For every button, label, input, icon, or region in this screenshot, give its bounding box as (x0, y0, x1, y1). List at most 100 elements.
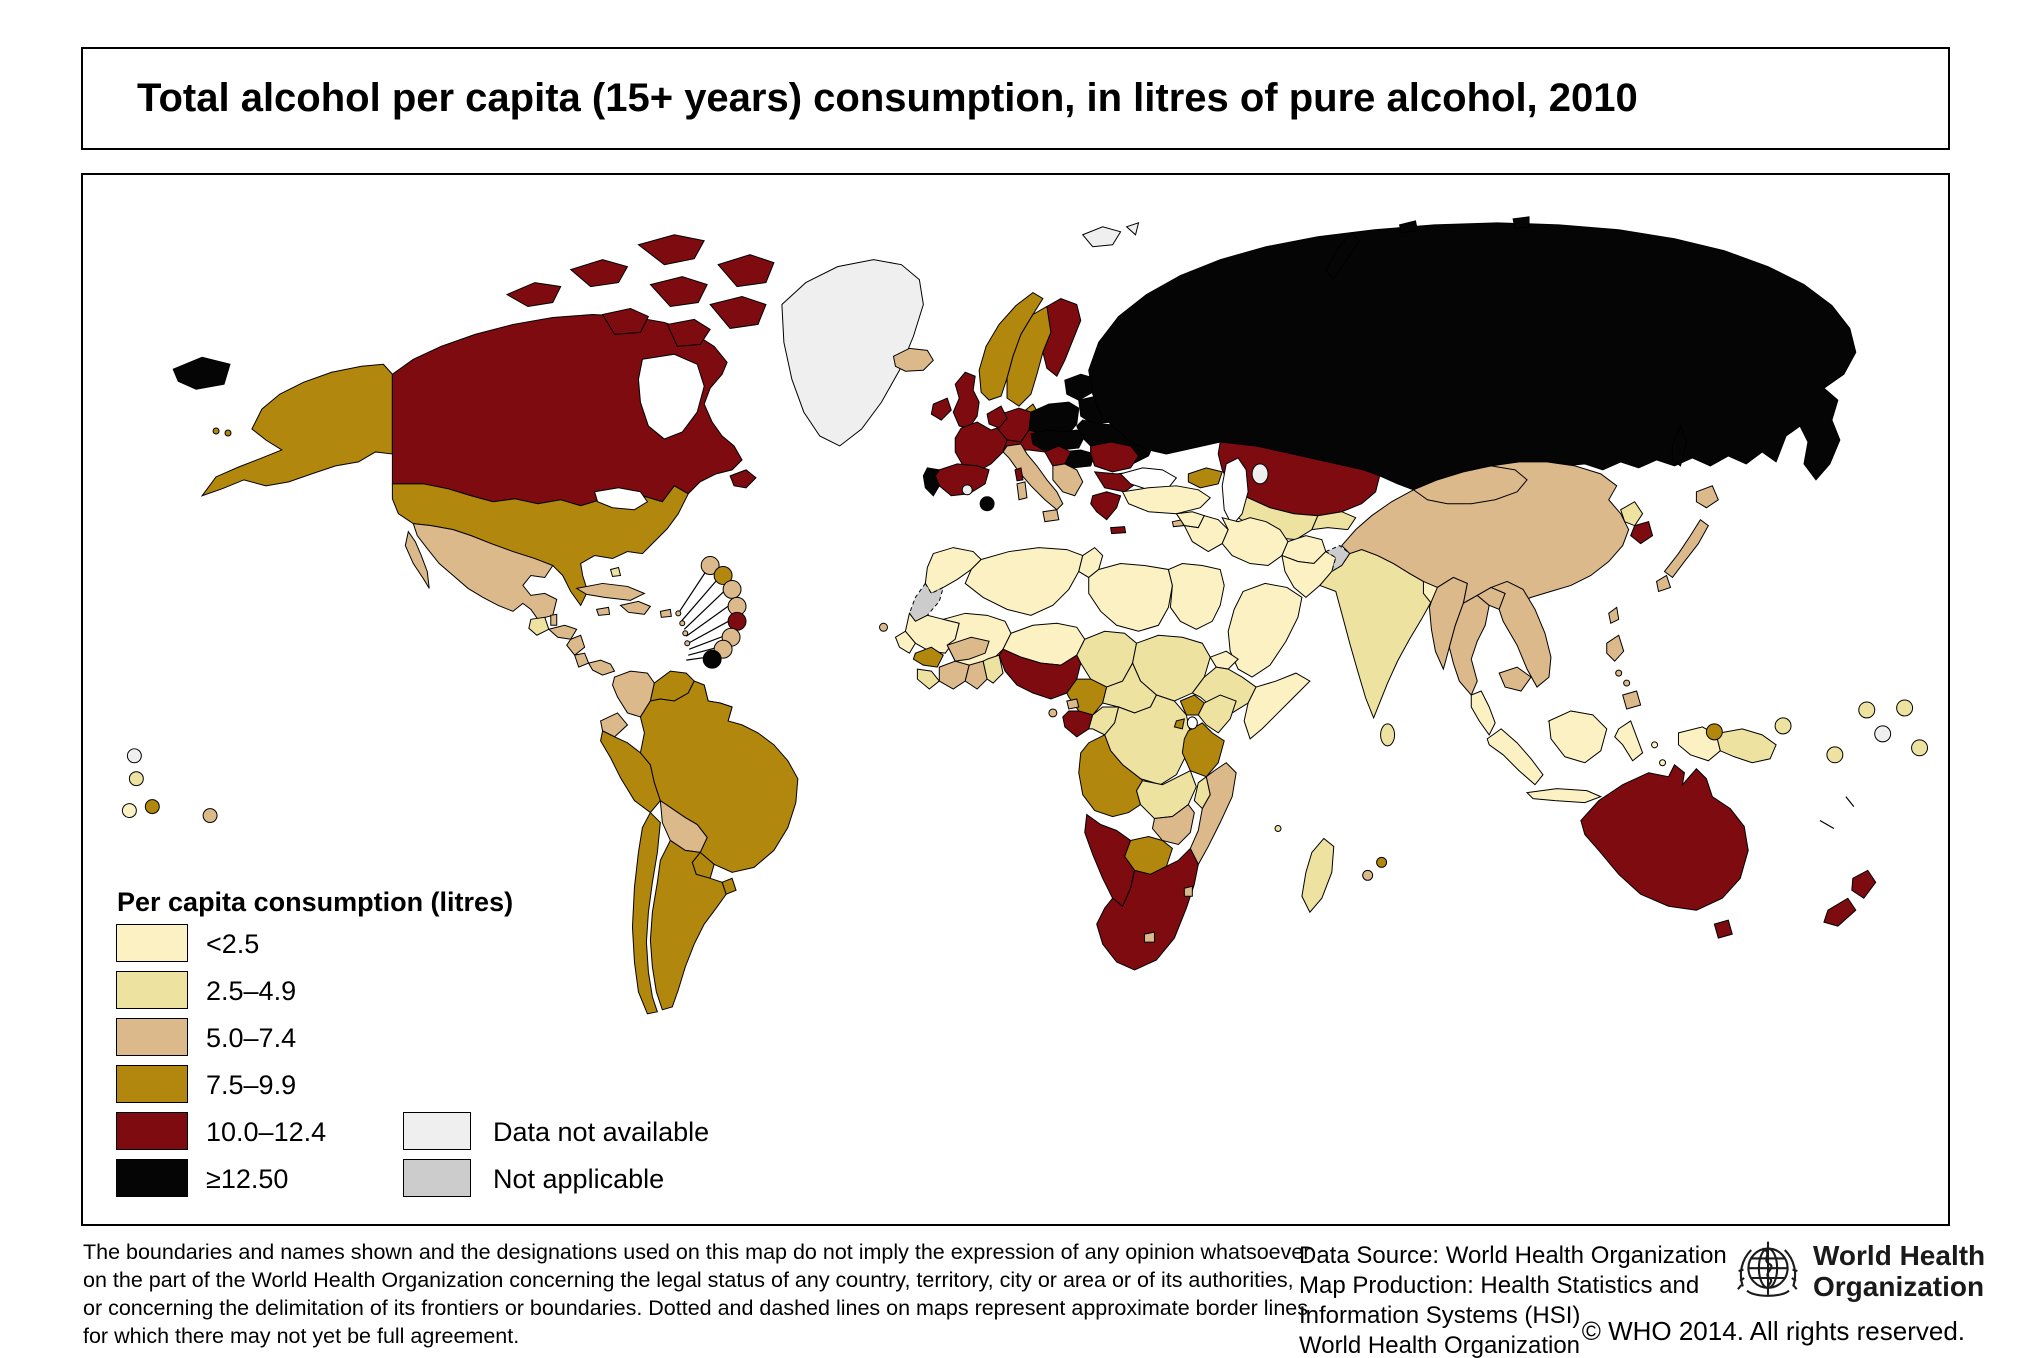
country-puerto-rico (659, 608, 672, 618)
leader-line-2 (680, 577, 720, 622)
country-tanzania (1181, 722, 1225, 778)
who-logo-line-1: World Health (1813, 1240, 1986, 1271)
country-guinea (912, 646, 944, 668)
country-philippines-visayas-1 (1615, 669, 1623, 677)
country-south-africa (1096, 847, 1199, 971)
country-pacific-1 (1705, 723, 1723, 741)
country-rwanda-burundi (1173, 718, 1185, 730)
country-bahamas (609, 566, 622, 578)
country-zimbabwe (1151, 803, 1195, 845)
country-ghana (964, 660, 988, 690)
country-russia-sakhalin (1671, 424, 1687, 467)
country-gabon (1062, 710, 1094, 738)
country-japan-hokkaido (1695, 485, 1719, 509)
country-philippines-luzon (1606, 634, 1625, 662)
country-pacific-4 (1858, 701, 1876, 719)
country-somalia (1243, 672, 1311, 740)
disclaimer-line-4: for which there may not yet be full agre… (83, 1324, 520, 1348)
country-canada-island-2 (569, 259, 629, 288)
country-russia-arctic-2 (1512, 216, 1530, 230)
who-logo-text: World Health Organization (1813, 1240, 1985, 1302)
country-caribbean-3 (722, 579, 742, 599)
disclaimer-line-2: on the part of the World Health Organiza… (83, 1268, 1294, 1292)
country-japan-honshu (1663, 518, 1710, 579)
country-new-zealand-south (1823, 897, 1857, 927)
country-malta (979, 496, 995, 512)
country-guatemala (528, 616, 550, 636)
country-caribbean-2 (713, 566, 733, 585)
country-pacific-2 (1774, 717, 1792, 735)
country-russia-arctic-1 (1398, 220, 1419, 234)
country-comoros (1274, 825, 1282, 832)
country-russia-novaya-zemlya (1325, 232, 1361, 280)
country-iceland (892, 347, 934, 372)
country-mexico-baja (404, 530, 430, 589)
country-mozambique (1189, 762, 1237, 866)
country-myanmar (1428, 576, 1468, 671)
who-logo: World Health Organization (1733, 1236, 1985, 1308)
country-mauritius (1376, 856, 1388, 868)
country-czech-slovakia (1030, 429, 1086, 451)
country-antilles-2 (679, 620, 686, 627)
lake-victoria (1186, 716, 1198, 730)
country-benelux (986, 405, 1008, 429)
country-sardinia (1016, 481, 1028, 501)
source-line-3: Information Systems (HSI) (1299, 1302, 1581, 1329)
who-emblem-icon (1737, 1241, 1798, 1297)
country-kyrgyzstan (1311, 511, 1357, 531)
disclaimer-line-1: The boundaries and names shown and the d… (83, 1240, 1311, 1264)
country-jamaica (595, 606, 611, 616)
country-sao-tome (1048, 708, 1058, 718)
data-source-block: Data Source: World Health Organization M… (1299, 1241, 1727, 1358)
country-cape-verde (879, 622, 888, 632)
country-pacific-3 (1874, 725, 1892, 743)
leader-line-1 (677, 569, 708, 614)
copyright-text: © WHO 2014. All rights reserved. (1581, 1316, 1965, 1346)
country-cambodia (1498, 666, 1532, 692)
country-balearic (961, 484, 973, 496)
country-svalbard-2 (1125, 222, 1140, 236)
country-canada-island-6 (709, 296, 767, 329)
country-japan-kyushu (1655, 574, 1672, 593)
island-dash-new-caledonia (1819, 820, 1835, 830)
country-philippines-visayas-2 (1623, 679, 1631, 687)
country-new-zealand-north (1851, 869, 1877, 899)
country-sicily (1042, 509, 1060, 523)
country-finland (1042, 297, 1082, 378)
country-pacific-7 (1826, 746, 1844, 764)
country-pacific-6 (1911, 739, 1929, 757)
country-nicaragua (566, 634, 586, 656)
country-hawaii-2 (224, 429, 232, 437)
country-pacific-5 (1896, 699, 1914, 717)
country-argentina (649, 839, 727, 1011)
country-taiwan (1608, 606, 1620, 625)
leader-line-4 (685, 602, 733, 637)
country-uk (952, 371, 980, 429)
country-slovenia-croatia (1044, 445, 1072, 467)
leader-line-6 (689, 634, 727, 650)
country-belize (550, 613, 558, 626)
country-vietnam (1489, 580, 1552, 688)
country-mexico (412, 523, 558, 620)
country-indonesia-sulawesi (1614, 720, 1644, 762)
country-antilles-4 (684, 640, 691, 647)
country-caribbean-8 (702, 649, 722, 669)
country-morocco (924, 547, 982, 595)
disclaimer-line-3: or concerning the delimitation of its fr… (83, 1296, 1308, 1320)
country-chile (631, 811, 661, 1015)
island-dash-vanuatu (1845, 796, 1855, 807)
country-reunion (1362, 869, 1374, 881)
country-russia (1088, 222, 1857, 491)
leader-line-5 (687, 618, 733, 644)
country-pacific-left-1 (126, 748, 142, 764)
country-pacific-left-3 (121, 803, 137, 819)
country-north-korea (1620, 501, 1644, 527)
country-norway (978, 291, 1044, 401)
country-greenland (781, 259, 924, 447)
leader-line-7 (688, 646, 719, 656)
country-angola (1078, 734, 1144, 818)
country-cote-divoire (938, 660, 970, 690)
country-greece (1090, 491, 1122, 521)
country-philippines-mindanao (1622, 690, 1642, 710)
black-sea (1119, 467, 1178, 491)
